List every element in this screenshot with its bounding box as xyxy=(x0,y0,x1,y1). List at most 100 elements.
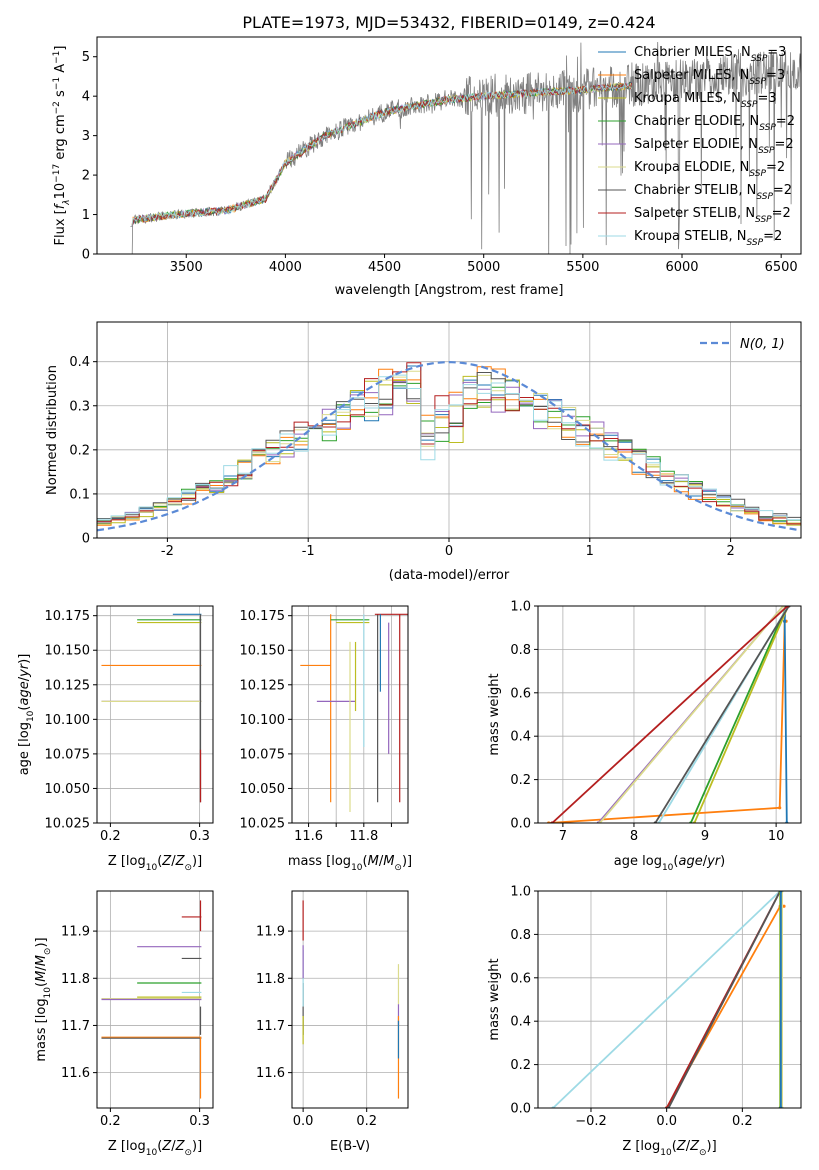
x-tick-label: 7 xyxy=(559,829,567,844)
x-tick-label: 5000 xyxy=(467,260,500,275)
y-axis-label: mass weight xyxy=(487,958,502,1040)
x-tick-label: 0.3 xyxy=(189,829,210,844)
y-tick-label: 3 xyxy=(82,129,90,144)
legend-label: Chabrier STELIB, NSSP=2 xyxy=(634,183,792,202)
residual-histogram xyxy=(97,362,801,525)
axes-frame xyxy=(96,605,214,824)
plot-area xyxy=(547,606,791,823)
cumulative-line xyxy=(689,606,788,823)
x-tick-label: 5500 xyxy=(566,260,599,275)
x-tick-label: -2 xyxy=(161,544,174,559)
x-tick-label: 9 xyxy=(701,829,709,844)
plot-area xyxy=(101,900,202,1099)
x-tick-label: −0.2 xyxy=(575,1114,607,1129)
axes-frame xyxy=(537,605,802,824)
y-tick-label: 0.4 xyxy=(69,355,90,370)
y-tick-label: 0.0 xyxy=(510,1102,531,1117)
y-tick-label: 10.075 xyxy=(240,747,286,762)
y-tick-label: 10.075 xyxy=(45,747,91,762)
plot-area xyxy=(551,891,786,1108)
y-tick-label: 0.6 xyxy=(510,686,531,701)
cumulative-line xyxy=(551,606,789,823)
x-axis-label: Z [log10(Z/Z⊙)] xyxy=(108,854,202,873)
y-tick-label: 0.1 xyxy=(69,487,90,502)
y-axis-label: Flux [fλ10−17 erg cm−2 s−1 A−1] xyxy=(52,46,72,246)
x-tick-label: 6000 xyxy=(665,260,698,275)
legend-label: Kroupa ELODIE, NSSP=2 xyxy=(634,160,785,179)
legend-label: Salpeter MILES, NSSP=3 xyxy=(634,68,785,87)
x-tick-label: 11.8 xyxy=(349,829,378,844)
y-tick-label: 0.2 xyxy=(510,1058,531,1073)
x-tick-label: 0.2 xyxy=(100,829,121,844)
y-tick-label: 1.0 xyxy=(510,885,531,900)
y-tick-label: 0.2 xyxy=(69,443,90,458)
cumulative-line xyxy=(693,606,790,823)
x-tick-label: 11.6 xyxy=(294,829,323,844)
model-spectrum xyxy=(130,82,632,227)
legend: N(0, 1) xyxy=(700,337,785,352)
y-tick-label: 10.175 xyxy=(240,609,286,624)
spectrum-panel: 3500 4000 4500 5000 5500 6000 6500 0 1 2 3 4 5 Chabri… xyxy=(52,36,802,298)
y-tick-label: 10.100 xyxy=(240,713,286,728)
x-tick-label: 0.3 xyxy=(189,1114,210,1129)
legend-label: Salpeter ELODIE, NSSP=2 xyxy=(634,137,794,156)
x-tick-label: 0.0 xyxy=(656,1114,677,1129)
mass-vs-extinction-panel: 0.0 0.2 11.6 11.7 11.8 11.9 E(B-V) xyxy=(256,890,409,1154)
y-tick-label: 10.150 xyxy=(240,644,286,659)
x-axis-label: age log10(age/yr) xyxy=(614,854,725,873)
residual-histogram xyxy=(97,374,801,521)
x-tick-label: 4000 xyxy=(269,260,302,275)
y-tick-label: 0.8 xyxy=(510,928,531,943)
plot-area xyxy=(130,41,801,254)
y-tick-label: 11.9 xyxy=(61,925,90,940)
x-axis-label: mass [log10(M/M⊙)] xyxy=(288,854,412,873)
cumulative-age-panel: 7 8 9 10 0.0 0.2 0.4 0.6 0.8 1.0 age log10(age/yr)… xyxy=(487,600,802,873)
y-tick-label: 11.6 xyxy=(256,1066,285,1081)
y-tick-label: 10.050 xyxy=(45,782,91,797)
x-tick-label: 8 xyxy=(630,829,638,844)
x-axis-label: (data-model)/error xyxy=(389,568,510,583)
cumulative-point xyxy=(778,806,782,810)
plot-area xyxy=(97,360,801,532)
axes-frame xyxy=(291,890,409,1109)
plot-area xyxy=(101,613,202,803)
y-tick-label: 10.175 xyxy=(45,609,91,624)
x-tick-label: 3500 xyxy=(170,260,203,275)
y-tick-label: 11.8 xyxy=(61,972,90,987)
y-tick-label: 0.0 xyxy=(510,817,531,832)
cumulative-line xyxy=(654,606,790,823)
x-tick-label: 0.2 xyxy=(100,1114,121,1129)
y-tick-label: 0 xyxy=(82,248,90,263)
axes-frame xyxy=(291,605,409,824)
legend-label: Kroupa STELIB, NSSP=2 xyxy=(634,229,782,248)
cumulative-line xyxy=(667,891,782,1108)
x-tick-label: 4500 xyxy=(368,260,401,275)
cumulative-metallicity-panel: −0.2 0.0 0.2 0.0 0.2 0.4 0.6 0.8 1.0 Z [log10(Z/Z… xyxy=(487,885,802,1158)
y-tick-label: 11.7 xyxy=(61,1019,90,1034)
x-tick-label: 10 xyxy=(768,829,785,844)
y-tick-label: 10.025 xyxy=(45,817,91,832)
x-tick-label: 0 xyxy=(445,544,453,559)
age-vs-metallicity-panel: 0.2 0.3 10.025 10.050 10.075 10.100 10.125 10.1… xyxy=(17,605,214,873)
x-tick-label: 0.0 xyxy=(293,1114,314,1129)
legend-label: Kroupa MILES, NSSP=3 xyxy=(634,91,777,110)
y-axis-label: mass weight xyxy=(487,673,502,755)
x-tick-label: 0.2 xyxy=(356,1114,377,1129)
y-tick-label: 0.8 xyxy=(510,643,531,658)
y-tick-label: 5 xyxy=(82,50,90,65)
legend-label: Salpeter STELIB, NSSP=2 xyxy=(634,206,791,225)
y-tick-label: 10.125 xyxy=(240,678,286,693)
residual-histogram-panel: -2 -1 0 1 2 0 0.1 0.2 0.3 0.4 N(0, 1) (data-model)/… xyxy=(45,321,802,583)
plot-area xyxy=(302,900,400,1099)
y-tick-label: 0.4 xyxy=(510,1015,531,1030)
legend-label: Chabrier MILES, NSSP=3 xyxy=(634,45,786,64)
legend-label: N(0, 1) xyxy=(740,337,785,352)
x-tick-label: 0.2 xyxy=(732,1114,753,1129)
x-axis-label: Z [log10(Z/Z⊙)] xyxy=(622,1139,716,1158)
x-axis-label: E(B-V) xyxy=(330,1139,370,1154)
y-tick-label: 0 xyxy=(82,532,90,547)
axes-frame xyxy=(537,890,802,1109)
cumulative-line xyxy=(552,891,781,1108)
axes-frame xyxy=(96,890,214,1109)
